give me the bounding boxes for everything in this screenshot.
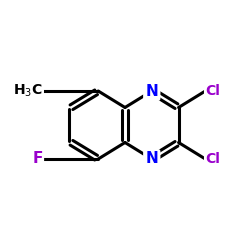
Text: N: N: [146, 152, 158, 166]
Text: N: N: [146, 84, 158, 98]
Text: H$_3$C: H$_3$C: [13, 83, 43, 99]
Text: F: F: [32, 152, 42, 166]
Text: Cl: Cl: [205, 84, 220, 98]
Text: Cl: Cl: [205, 152, 220, 166]
